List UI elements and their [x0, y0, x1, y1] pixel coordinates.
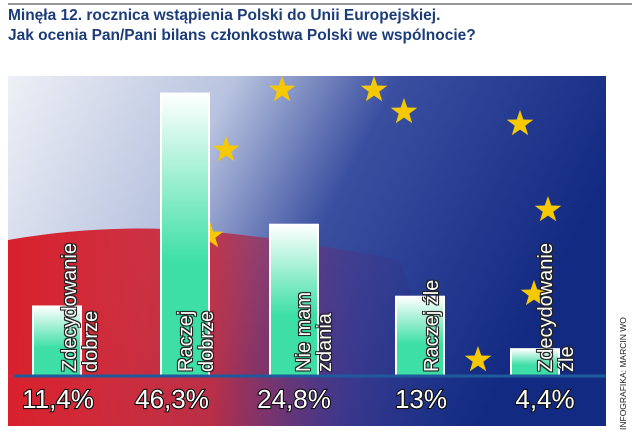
value-label: 4,4%: [515, 384, 574, 414]
category-label: Nie mam zdania: [293, 291, 336, 372]
value-label: 11,4%: [22, 384, 94, 414]
bar: [269, 223, 319, 377]
bar: [160, 92, 210, 377]
value-label: 24,8%: [257, 384, 331, 414]
bar: [510, 348, 560, 378]
category-label: Raczej dobrze: [175, 310, 218, 372]
credit: INFOGRAFIKA: MARCIN WO: [618, 317, 628, 430]
value-label: 46,3%: [135, 384, 209, 414]
category-label: Zdecydowanie źle: [535, 243, 578, 372]
value-label: 13%: [395, 384, 447, 414]
category-label: Raczej źle: [421, 279, 443, 372]
chart-title: Minęła 12. rocznica wstąpienia Polski do…: [8, 7, 440, 24]
chart-subtitle: Jak ocenia Pan/Pani bilans członkostwa P…: [8, 27, 476, 44]
category-label: Zdecydowanie dobrze: [59, 243, 102, 372]
